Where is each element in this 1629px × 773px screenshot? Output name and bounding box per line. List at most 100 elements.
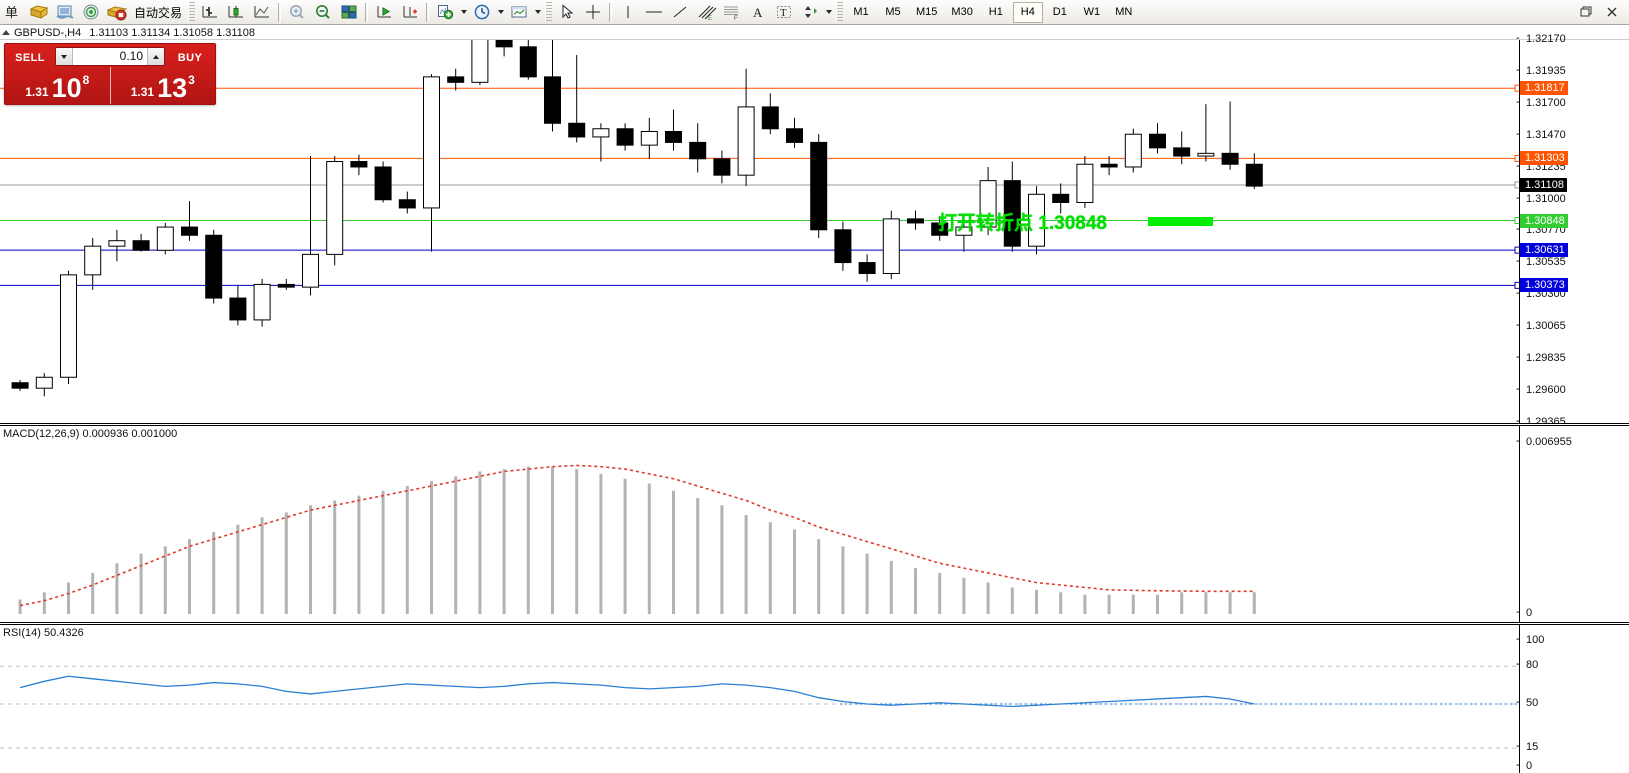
open-data-folder-icon[interactable] [52,1,78,24]
toolbar-separator-1 [278,2,282,22]
price-tag[interactable]: 1.30373 [1520,278,1568,293]
toolbar-right-group [1573,1,1629,24]
toolbar-separator-3 [426,2,430,22]
sell-price-big: 10 [51,73,82,103]
indicators-dropdown-icon[interactable] [458,1,469,24]
volume-stepper[interactable]: 0.10 [55,47,165,66]
rsi-tick: 0 [1516,759,1532,772]
macd-pane[interactable]: MACD(12,26,9) 0.000936 0.001000 0.006955… [0,426,1629,622]
macd-scale: 0.006955 0 [1516,426,1629,622]
trendline-icon[interactable] [667,1,693,24]
equidistant-channel-icon[interactable]: E [693,1,719,24]
rsi-tick: 50 [1516,696,1538,709]
timeframe-mn[interactable]: MN [1115,6,1133,18]
timeframe-m5[interactable]: M5 [885,6,901,18]
price-tick: 1.31000 [1516,192,1566,205]
radar-icon[interactable] [78,1,104,24]
chevron-up-icon [153,54,159,59]
price-scale[interactable]: 1.321701.319351.317001.314701.312351.310… [1516,32,1629,428]
main-toolbar: 单 [0,0,1629,25]
timeframe-m1[interactable]: M1 [853,6,869,18]
timeframe-m30[interactable]: M30 [951,6,973,18]
price-tag[interactable]: 1.31817 [1520,81,1568,96]
templates-icon[interactable] [506,1,532,24]
window-close-icon[interactable] [1599,1,1625,24]
zoom-out-icon[interactable] [310,1,336,24]
line-chart-icon[interactable] [249,1,275,24]
periods-dropdown-icon[interactable] [495,1,506,24]
price-tick: 1.32170 [1516,32,1566,45]
auto-trading-label[interactable]: 自动交易 [134,5,183,20]
timeframe-h1[interactable]: H1 [988,6,1003,18]
chart-annotation-bar [1148,216,1213,226]
macd-axis-line [1519,426,1520,622]
rsi-pane[interactable]: RSI(14) 50.4326 100 80 50 15 0 [0,625,1629,773]
zoom-in-icon[interactable] [284,1,310,24]
price-tick: 1.29835 [1516,351,1566,364]
chart-shift-icon[interactable] [397,1,423,24]
buy-button[interactable]: BUY [177,51,203,64]
auto-scroll-icon[interactable] [371,1,397,24]
vertical-line-icon[interactable] [615,1,641,24]
chevron-down-icon [61,54,67,59]
trade-panel-top-row: SELL 0.10 BUY [5,44,215,67]
chart-area[interactable]: 1.321701.319351.317001.314701.312351.310… [0,32,1629,773]
volume-input[interactable]: 0.10 [119,49,143,63]
cursor-icon[interactable] [554,1,580,24]
timeframe-group: M1 M5 M15 M30 H1 H4 D1 W1 MN [845,1,1140,23]
timeframe-w1[interactable]: W1 [1083,6,1101,18]
auto-trading-icon[interactable] [104,1,130,24]
price-tag[interactable]: 1.31303 [1520,151,1568,166]
volume-increase-button[interactable] [147,48,164,65]
price-pane[interactable]: 1.321701.319351.317001.314701.312351.310… [0,32,1629,428]
new-order-icon[interactable]: 单 [0,1,26,24]
horizontal-line-icon[interactable] [641,1,667,24]
volume-decrease-button[interactable] [56,48,73,65]
rsi-scale: 100 80 50 15 0 [1516,625,1629,773]
macd-plot[interactable] [0,426,1520,622]
bar-chart-icon[interactable] [197,1,223,24]
collapse-triangle-icon[interactable] [2,30,10,35]
crosshair-icon[interactable] [580,1,606,24]
tile-windows-icon[interactable] [336,1,362,24]
periods-icon[interactable] [469,1,495,24]
rsi-plot[interactable] [0,625,1520,773]
arrows-dropdown-icon[interactable] [823,1,834,24]
rsi-tick: 100 [1516,633,1544,646]
indicators-icon[interactable] [432,1,458,24]
price-tag[interactable]: 1.30848 [1520,213,1568,228]
sell-button[interactable]: SELL [15,51,45,64]
price-tick: 1.30535 [1516,255,1566,268]
folder-icon[interactable] [26,1,52,24]
chart-symbol-label: GBPUSD-,H4 [14,26,82,39]
trade-panel-prices: 1.31 10 8 1.31 13 3 [5,67,215,104]
rsi-tick: 15 [1516,740,1538,753]
timeframe-h4[interactable]: H4 [1012,1,1043,23]
price-tag[interactable]: 1.30631 [1520,243,1568,258]
price-tick: 1.30065 [1516,319,1566,332]
toolbar-grip-3[interactable] [836,2,844,22]
toolbar-grip-2[interactable] [545,2,553,22]
buy-price-big: 13 [157,73,188,103]
svg-text:T: T [780,7,787,19]
arrows-icon[interactable] [797,1,823,24]
sell-price[interactable]: 1.31 10 8 [5,67,111,104]
buy-price[interactable]: 1.31 13 3 [111,67,216,104]
fibonacci-icon[interactable]: F [719,1,745,24]
price-tag[interactable]: 1.31108 [1520,178,1567,192]
timeframe-m15[interactable]: M15 [916,6,938,18]
templates-dropdown-icon[interactable] [532,1,543,24]
toolbar-grip-1[interactable] [188,2,196,22]
pane-separator-1[interactable] [0,423,1629,426]
price-candles[interactable] [0,40,1520,423]
pane-separator-2[interactable] [0,622,1629,625]
text-box-icon[interactable]: T [771,1,797,24]
window-restore-icon[interactable] [1573,1,1599,24]
chart-annotation-text: 打开转折点 1.30848 [938,212,1107,234]
buy-price-sup: 3 [188,73,195,87]
timeframe-d1[interactable]: D1 [1052,6,1067,18]
sell-price-sup: 8 [82,73,90,87]
text-label-icon[interactable]: A [745,1,771,24]
chart-ohlc-label: 1.31103 1.31134 1.31058 1.31108 [89,26,256,39]
candlestick-chart-icon[interactable] [223,1,249,24]
